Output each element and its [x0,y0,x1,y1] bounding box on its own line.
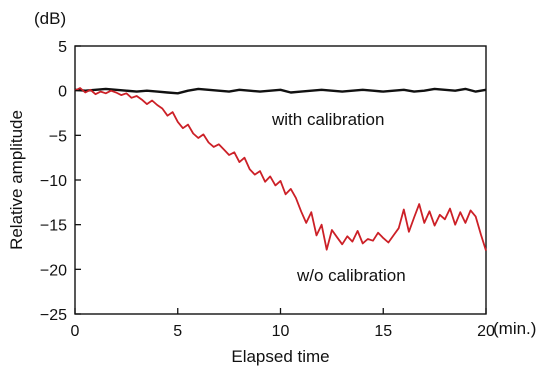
x-tick-label: 5 [173,323,182,340]
series-line-with-calibration [74,87,487,95]
series-layer [74,87,487,251]
y-axis-label: Relative amplitude [7,110,26,250]
x-tick-label: 10 [272,323,290,340]
tick-layer: 0 5 10 15 20 5 0 −5 −10 −15 −20 −25 [40,39,495,340]
annotation-wo-calibration: w/o calibration [296,266,406,285]
y-tick-label: −5 [49,128,67,145]
y-tick-label: 0 [58,84,67,101]
y-tick-label: −10 [40,173,67,190]
y-unit-label: (dB) [34,9,66,28]
series-line-wo-calibration [74,87,487,251]
y-tick-label: −20 [40,262,67,279]
annotation-with-calibration: with calibration [271,110,384,129]
x-unit-label: (min.) [493,319,536,338]
x-tick-label: 15 [374,323,392,340]
x-axis-label: Elapsed time [231,347,329,366]
x-tick-label: 20 [477,323,495,340]
y-tick-label: −25 [40,307,67,324]
y-tick-label: 5 [58,39,67,56]
x-tick-label: 0 [71,323,80,340]
y-tick-label: −15 [40,218,67,235]
